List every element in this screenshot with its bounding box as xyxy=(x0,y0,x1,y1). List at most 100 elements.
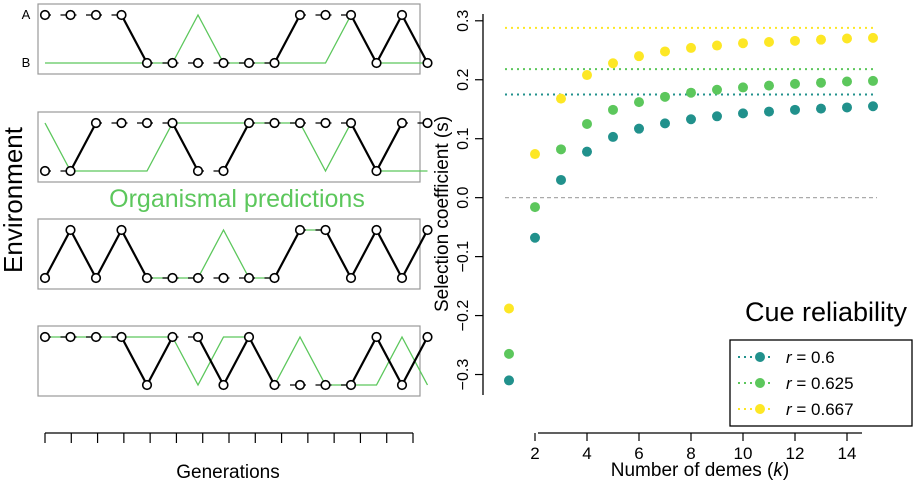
environment-state-marker xyxy=(320,379,331,391)
data-point xyxy=(764,37,774,48)
legend-label: r = 0.625 xyxy=(786,374,854,393)
environment-state-marker xyxy=(90,117,102,129)
state-label-b: B xyxy=(22,55,31,70)
environment-state-marker xyxy=(65,165,76,177)
data-point xyxy=(530,202,540,213)
environment-segment xyxy=(120,229,148,279)
environment-state-marker xyxy=(396,117,408,129)
data-point xyxy=(790,78,800,89)
data-points xyxy=(504,32,878,386)
data-point xyxy=(868,32,878,43)
environment-segment xyxy=(171,122,199,172)
environment-segment xyxy=(401,14,429,64)
environment-state-marker xyxy=(167,57,178,69)
environment-state-marker xyxy=(371,331,382,343)
environment-state-marker xyxy=(39,331,51,343)
y-tick-label: −0.2 xyxy=(455,300,472,332)
x-axis-ticks: 2 4 6 8 10 12 14 xyxy=(530,433,856,463)
environment-segment xyxy=(222,122,250,172)
environment-state-marker xyxy=(116,331,127,343)
data-point xyxy=(686,114,696,125)
environment-state-marker xyxy=(65,224,76,236)
generations-axis xyxy=(44,432,414,443)
y-axis-ticks: −0.3 −0.2 −0.1 0.0 0.1 0.2 0.3 xyxy=(455,10,483,390)
environment-segment xyxy=(350,229,378,279)
environment-state-marker xyxy=(294,224,306,236)
environment-segment xyxy=(375,336,403,386)
environment-state-marker xyxy=(90,331,102,343)
legend-label: r = 0.6 xyxy=(786,348,835,367)
environment-segment xyxy=(273,14,301,64)
organismal-predictions-label: Organismal predictions xyxy=(109,185,365,213)
environment-segment xyxy=(401,229,429,279)
data-point xyxy=(582,146,592,157)
environment-state-marker xyxy=(320,9,331,21)
environment-panel xyxy=(37,3,433,75)
data-point xyxy=(582,70,592,81)
data-point xyxy=(556,174,566,185)
data-point xyxy=(868,101,878,112)
environment-state-marker xyxy=(90,9,102,21)
environment-segment xyxy=(273,229,301,279)
x-axis-label-end: ) xyxy=(783,460,789,481)
data-point xyxy=(556,144,566,155)
environment-state-marker xyxy=(192,165,204,177)
environment-segment xyxy=(401,336,429,386)
environment-segment xyxy=(375,14,403,64)
environment-state-marker xyxy=(141,272,153,284)
x-axis-label: Number of demes (k) xyxy=(611,460,789,481)
data-point xyxy=(764,106,774,117)
environment-state-marker xyxy=(218,379,229,391)
environment-state-marker xyxy=(396,379,408,391)
panel-frame xyxy=(37,218,421,290)
environment-state-marker xyxy=(396,9,408,21)
x-tick-label: 14 xyxy=(838,444,857,463)
y-tick-label: 0.0 xyxy=(455,186,472,208)
legend-label: r = 0.667 xyxy=(786,400,854,419)
environment-state-marker xyxy=(116,9,127,21)
y-axis-label: Selection coefficient (s) xyxy=(432,116,453,312)
environment-segment xyxy=(146,336,174,386)
data-point xyxy=(790,104,800,115)
data-point xyxy=(504,375,514,386)
data-point xyxy=(712,111,722,122)
environment-segment xyxy=(350,122,378,172)
environment-segment xyxy=(120,336,148,386)
environment-panel xyxy=(37,111,433,183)
data-point xyxy=(634,51,644,62)
environment-state-marker xyxy=(39,272,51,284)
legend: r = 0.6 r = 0.625 r = 0.667 xyxy=(729,339,913,427)
environment-state-marker xyxy=(345,9,357,21)
x-tick-label: 4 xyxy=(582,444,591,463)
legend-marker xyxy=(755,352,765,362)
environment-segment xyxy=(69,122,97,172)
panel-frame xyxy=(37,3,421,75)
data-point xyxy=(790,35,800,46)
environment-segment xyxy=(375,122,403,172)
x-tick-label: 8 xyxy=(686,444,695,463)
environment-segment xyxy=(197,336,225,386)
environment-state-marker xyxy=(371,224,382,236)
data-point xyxy=(556,93,566,104)
environment-panel xyxy=(37,218,433,290)
environment-state-marker xyxy=(218,57,229,69)
environment-state-marker xyxy=(65,9,76,21)
data-point xyxy=(712,40,722,51)
data-point xyxy=(660,91,670,102)
legend-marker xyxy=(755,378,765,388)
data-point xyxy=(738,82,748,93)
environment-panel-group xyxy=(37,3,433,397)
y-tick-label: −0.1 xyxy=(455,241,472,273)
environment-state-marker xyxy=(192,57,204,69)
x-tick-label: 2 xyxy=(530,444,539,463)
x-tick-label: 12 xyxy=(786,444,805,463)
data-point xyxy=(530,149,540,160)
environment-state-marker xyxy=(320,117,331,129)
data-point xyxy=(842,76,852,87)
data-point xyxy=(686,42,696,53)
environment-state-marker xyxy=(39,9,51,21)
x-tick-label: 10 xyxy=(734,444,753,463)
data-point xyxy=(634,97,644,108)
x-tick-label: 6 xyxy=(634,444,643,463)
